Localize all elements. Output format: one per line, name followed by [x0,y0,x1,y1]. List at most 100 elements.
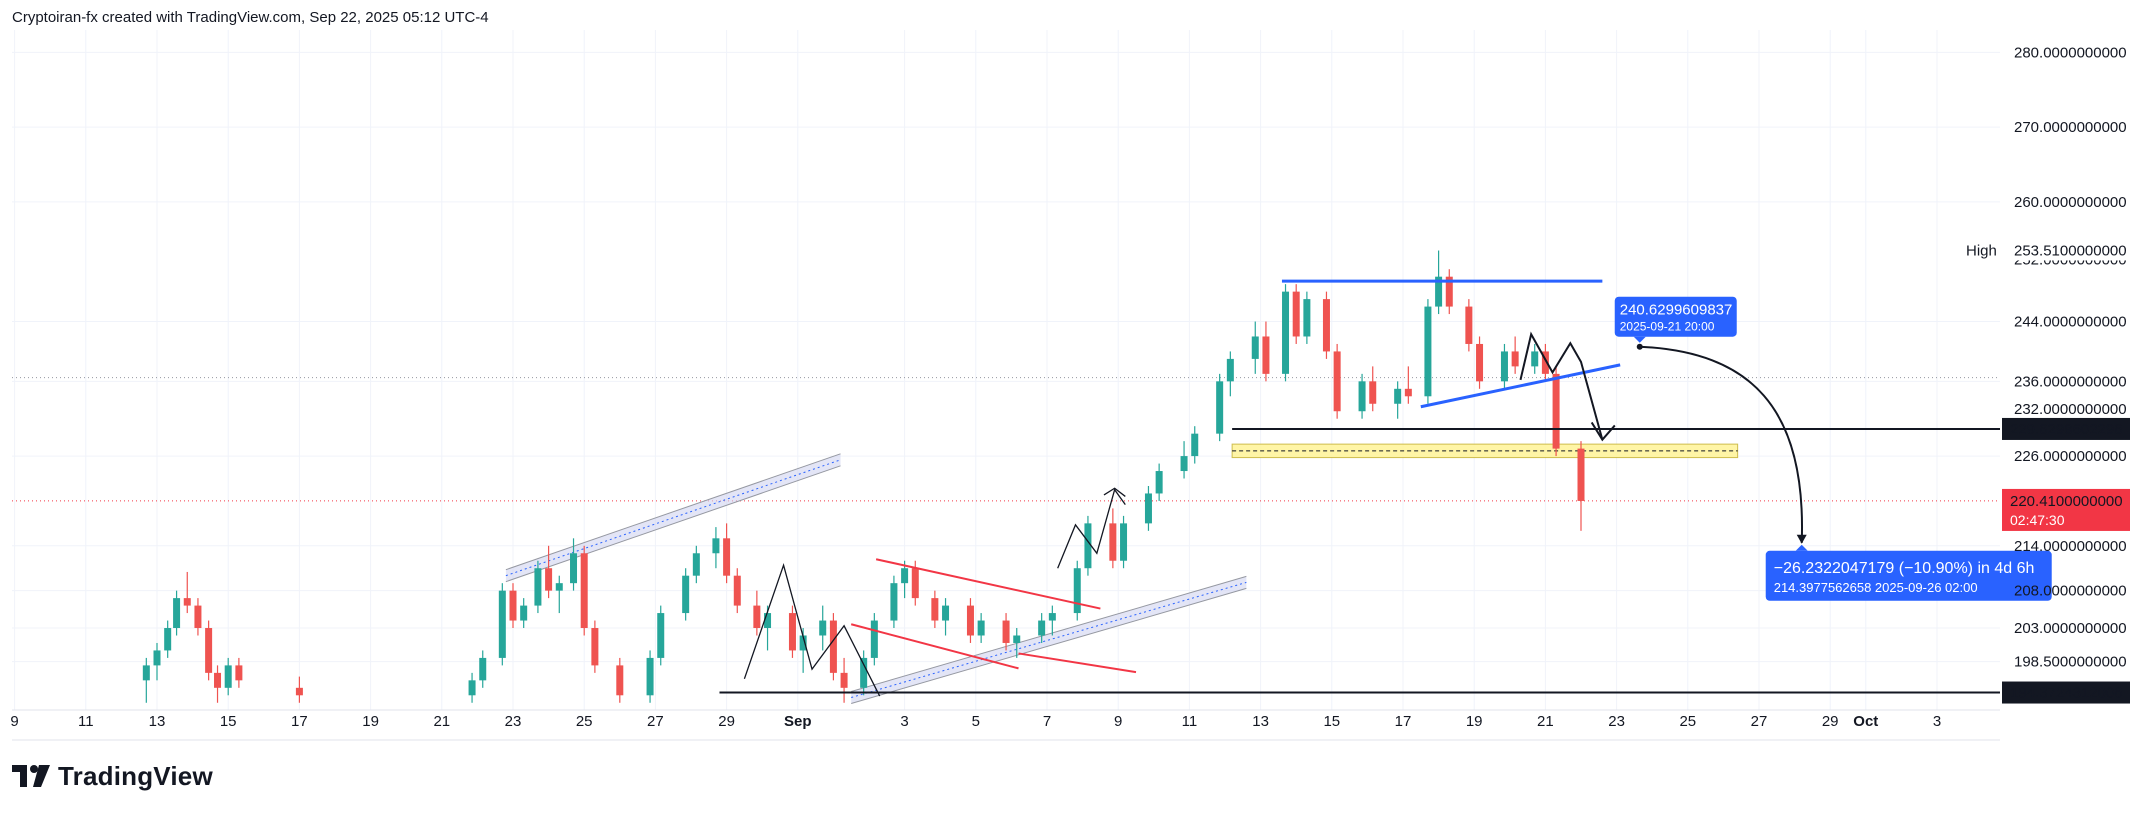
candle [1394,381,1402,419]
candle [1445,269,1453,315]
upper-channel-upper [505,453,841,571]
time-tick-label: 27 [647,713,664,730]
candle [1120,515,1128,569]
candle [966,598,974,643]
candle [1369,366,1377,412]
candle-body [819,620,827,636]
candle [498,583,506,666]
candle [1002,613,1010,651]
measure-target-text: 214.3977562658 2025-09-26 02:00 [1774,580,1978,595]
candle [1465,299,1473,352]
price-axis: 198.5000000000 203.0000000000 208.00000000… [1966,44,2132,704]
zigzag-2-arrowhead [1103,487,1126,497]
candle [1216,373,1224,442]
candle-body [194,605,202,629]
candle-body [173,598,181,629]
candle [1282,284,1290,382]
candle [1292,284,1300,344]
candle [1251,321,1259,374]
candle [164,620,172,658]
candle [205,620,213,681]
candle-body [183,598,191,606]
candle-body [1013,635,1021,643]
candle [646,650,654,703]
candle [1191,426,1199,464]
time-tick-label: 29 [1822,713,1839,730]
price-tick-label-partial: 232.0000000000 [2014,401,2127,418]
zigzag-2 [1057,488,1126,569]
measure-box-pointer [1795,544,1808,551]
projection-start-point [1636,343,1643,350]
candle [580,545,588,636]
candle-body [520,605,528,621]
candle [1577,441,1585,531]
candle [570,538,578,591]
candle [733,568,741,614]
candle [712,527,720,569]
candle-body [840,672,848,688]
candle [1358,373,1366,419]
time-tick-label: 17 [1395,713,1412,730]
candle-body [911,568,919,599]
candle-body [1073,568,1081,614]
candle-body [1531,351,1539,367]
candle [545,545,553,599]
candle [1541,343,1549,382]
time-tick-label: 7 [1043,713,1051,730]
candle-body [1358,381,1366,412]
candles [142,250,1585,703]
axis-separators [12,709,2000,741]
candle-body [224,665,232,688]
candle [1262,321,1270,382]
candle-body [1180,456,1188,472]
candle [153,642,161,681]
candle [1476,336,1484,389]
candle-body [788,613,796,651]
candle [235,657,243,688]
candle [616,657,624,703]
candle-body [509,590,517,621]
time-tick-label: Oct [1853,713,1878,730]
candle [977,613,985,643]
candle [295,676,303,703]
candle-body [570,553,578,584]
time-tick-label: 23 [1608,713,1625,730]
time-tick-label: 17 [291,713,308,730]
candle [1404,366,1412,404]
candle-body [235,665,243,681]
candle [520,598,528,629]
time-tick-label: 5 [972,713,980,730]
tradingview-logo[interactable]: TradingView [12,760,213,792]
candle [870,613,878,666]
candle [183,571,191,614]
start-price-text: 240.6299609837 [1620,302,1733,319]
candle-body [1002,620,1010,643]
time-tick-label: 3 [1933,713,1941,730]
price-tick-label: 236.0000000000 [2014,373,2127,390]
lower-channel-lower [851,587,1247,705]
lower-channel-mid [851,581,1247,699]
level-194-tag: 194.3724312006 [2010,685,2123,702]
time-tick-label: Sep [784,713,812,730]
candle-body [723,538,731,576]
candle-body [682,575,690,614]
candle [1303,291,1311,344]
tradingview-logo-text: TradingView [58,760,213,791]
level-229-tag: 229.6298602296 [2010,421,2123,438]
candle [1048,605,1056,636]
candle [931,590,939,629]
candle-body [1251,336,1259,359]
candle-body [1435,276,1443,307]
level-194-tag-bg [2002,681,2130,704]
candle [534,560,542,614]
candle [860,650,868,696]
candle [1531,343,1539,374]
candle-body [1445,276,1453,307]
candle-body [1465,306,1473,344]
candle-body [1577,448,1585,501]
candle-body [545,568,553,591]
candle-body [1048,613,1056,621]
candle-body [733,575,741,606]
